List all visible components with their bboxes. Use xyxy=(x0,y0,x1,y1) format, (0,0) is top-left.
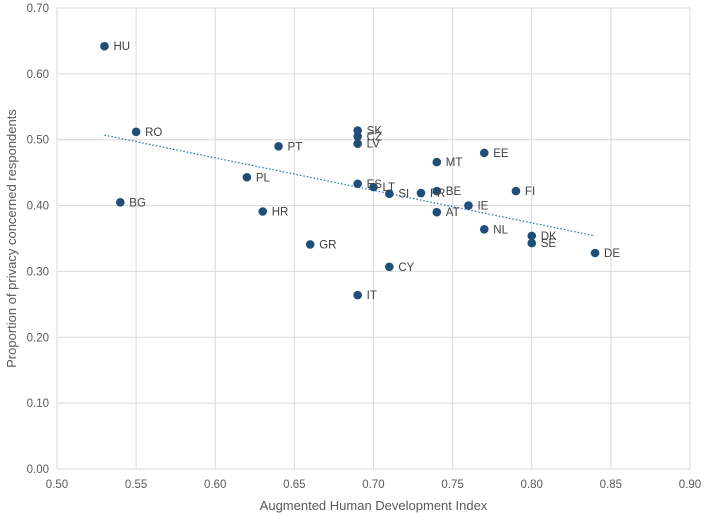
point-label-ee: EE xyxy=(493,148,509,160)
point-label-si: SI xyxy=(398,189,409,201)
y-tick-label: 0.60 xyxy=(27,69,49,81)
trendline xyxy=(104,134,596,237)
data-point-lt xyxy=(369,182,378,192)
point-label-gr: GR xyxy=(319,239,336,251)
data-point-at xyxy=(432,207,442,217)
data-point-se xyxy=(527,238,537,248)
data-point-fr xyxy=(416,188,426,198)
data-point-ie xyxy=(464,201,473,210)
data-point-dk xyxy=(527,231,537,241)
y-tick-labels: 0.00 0.10 0.20 0.30 0.40 0.50 0.60 0.70 xyxy=(27,3,49,476)
x-tick-label: 0.85 xyxy=(600,479,622,491)
point-label-lv: LV xyxy=(367,139,381,151)
y-tick-label: 0.50 xyxy=(27,135,49,147)
point-label-mt: MT xyxy=(446,157,463,169)
data-point-hu xyxy=(100,41,109,51)
data-point-nl xyxy=(479,224,489,234)
point-label-pl: PL xyxy=(256,172,271,184)
data-point-be xyxy=(432,186,442,196)
point-label-ro: RO xyxy=(145,127,162,139)
point-label-hu: HU xyxy=(113,41,130,53)
data-point-mt xyxy=(432,157,442,167)
data-point-es xyxy=(353,179,362,189)
x-axis-title: Augmented Human Development Index xyxy=(260,498,488,513)
point-label-nl: NL xyxy=(493,224,508,236)
y-tick-label: 0.70 xyxy=(27,3,49,15)
y-tick-label: 0.30 xyxy=(27,266,49,278)
point-label-se: SE xyxy=(541,238,557,250)
y-tick-label: 0.00 xyxy=(27,464,49,476)
data-point-sk xyxy=(353,126,362,135)
data-point-fi xyxy=(511,186,521,196)
x-tick-label: 0.70 xyxy=(362,479,384,491)
data-point-cy xyxy=(385,262,394,272)
point-label-pt: PT xyxy=(288,141,303,153)
data-point-pl xyxy=(242,172,252,182)
gridlines xyxy=(56,7,691,470)
data-point-si xyxy=(385,189,394,199)
x-tick-labels: 0.50 0.55 0.60 0.65 0.70 0.75 0.80 0.85 0.90 xyxy=(46,479,701,491)
point-label-it: IT xyxy=(367,290,377,302)
point-label-fr: FR xyxy=(430,188,445,200)
point-label-cz: CZ xyxy=(367,131,382,143)
data-point-gr xyxy=(305,240,315,249)
x-tick-label: 0.75 xyxy=(441,479,463,491)
point-label-lt: LT xyxy=(383,182,396,194)
data-point-it xyxy=(353,290,362,300)
x-tick-label: 0.65 xyxy=(283,479,305,491)
data-point-ee xyxy=(479,148,489,158)
data-point-ro xyxy=(131,127,141,137)
data-point-bg xyxy=(116,197,125,207)
point-label-be: BE xyxy=(446,186,462,198)
x-tick-label: 0.50 xyxy=(46,479,68,491)
point-label-de: DE xyxy=(604,248,620,260)
data-point-pt xyxy=(274,142,283,151)
x-tick-label: 0.80 xyxy=(521,479,543,491)
point-label-dk: DK xyxy=(541,231,557,243)
point-label-hr: HR xyxy=(272,206,289,218)
x-tick-label: 0.90 xyxy=(679,479,701,491)
y-tick-label: 0.10 xyxy=(27,398,49,410)
point-label-es: ES xyxy=(367,179,383,191)
point-label-sk: SK xyxy=(367,125,383,137)
y-tick-label: 0.40 xyxy=(27,201,49,213)
point-label-ie: IE xyxy=(477,201,488,213)
data-points xyxy=(100,41,600,300)
x-tick-label: 0.55 xyxy=(125,479,147,491)
point-label-at: AT xyxy=(446,207,460,219)
data-point-de xyxy=(590,248,600,258)
data-point-cz xyxy=(353,132,362,141)
data-point-hr xyxy=(258,207,268,216)
x-tick-label: 0.60 xyxy=(204,479,226,491)
data-point-lv xyxy=(353,139,362,148)
point-label-fi: FI xyxy=(525,186,535,198)
y-axis-title: Proportion of privacy concerned responde… xyxy=(4,109,19,368)
point-label-bg: BG xyxy=(129,197,146,209)
point-label-cy: CY xyxy=(398,262,414,274)
y-tick-label: 0.20 xyxy=(27,332,49,344)
